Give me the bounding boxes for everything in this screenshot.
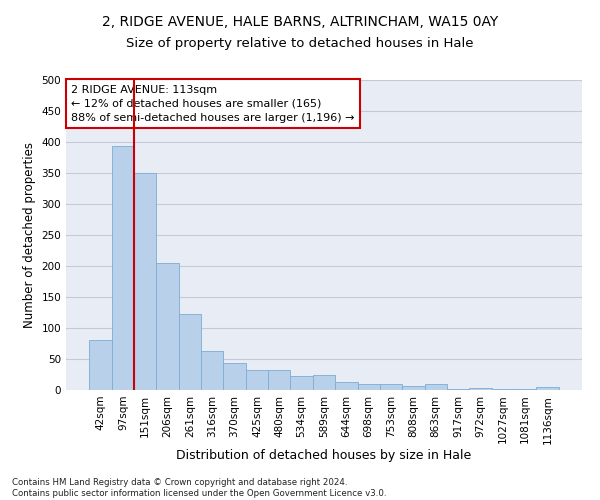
Bar [134, 173, 157, 390]
Text: 2 RIDGE AVENUE: 113sqm
← 12% of detached houses are smaller (165)
88% of semi-de: 2 RIDGE AVENUE: 113sqm ← 12% of detached… [71, 84, 355, 122]
Bar [402, 386, 425, 390]
Bar [290, 376, 313, 390]
Y-axis label: Number of detached properties: Number of detached properties [23, 142, 36, 328]
Bar [246, 370, 268, 390]
Bar [89, 340, 112, 390]
Bar [358, 384, 380, 390]
Bar [179, 314, 201, 390]
X-axis label: Distribution of detached houses by size in Hale: Distribution of detached houses by size … [176, 449, 472, 462]
Bar [536, 387, 559, 390]
Text: Size of property relative to detached houses in Hale: Size of property relative to detached ho… [126, 38, 474, 51]
Bar [201, 351, 223, 390]
Bar [491, 389, 514, 390]
Text: 2, RIDGE AVENUE, HALE BARNS, ALTRINCHAM, WA15 0AY: 2, RIDGE AVENUE, HALE BARNS, ALTRINCHAM,… [102, 15, 498, 29]
Bar [425, 384, 447, 390]
Bar [469, 388, 491, 390]
Text: Contains HM Land Registry data © Crown copyright and database right 2024.
Contai: Contains HM Land Registry data © Crown c… [12, 478, 386, 498]
Bar [223, 362, 246, 390]
Bar [268, 370, 290, 390]
Bar [112, 146, 134, 390]
Bar [157, 263, 179, 390]
Bar [335, 382, 358, 390]
Bar [380, 384, 402, 390]
Bar [313, 375, 335, 390]
